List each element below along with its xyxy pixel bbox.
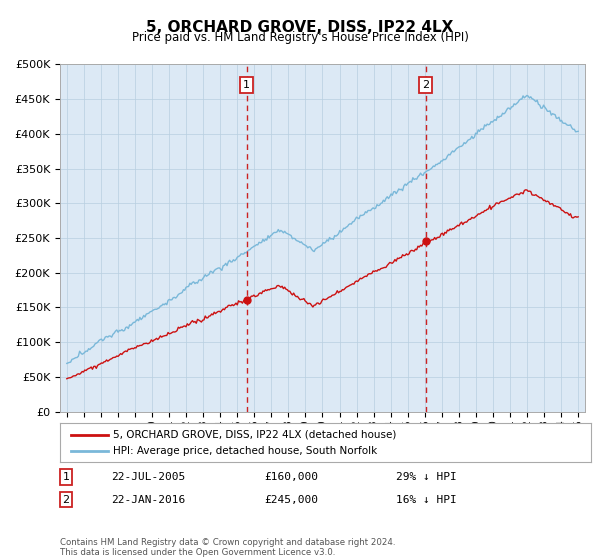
Text: 29% ↓ HPI: 29% ↓ HPI bbox=[396, 472, 457, 482]
Text: 22-JUL-2005: 22-JUL-2005 bbox=[111, 472, 185, 482]
Text: £160,000: £160,000 bbox=[264, 472, 318, 482]
Text: Contains HM Land Registry data © Crown copyright and database right 2024.
This d: Contains HM Land Registry data © Crown c… bbox=[60, 538, 395, 557]
Text: 2: 2 bbox=[422, 80, 429, 90]
Text: 5, ORCHARD GROVE, DISS, IP22 4LX: 5, ORCHARD GROVE, DISS, IP22 4LX bbox=[146, 20, 454, 35]
Text: 2: 2 bbox=[62, 494, 70, 505]
Text: HPI: Average price, detached house, South Norfolk: HPI: Average price, detached house, Sout… bbox=[113, 446, 377, 456]
Text: 5, ORCHARD GROVE, DISS, IP22 4LX (detached house): 5, ORCHARD GROVE, DISS, IP22 4LX (detach… bbox=[113, 430, 397, 440]
Text: 22-JAN-2016: 22-JAN-2016 bbox=[111, 494, 185, 505]
Text: Price paid vs. HM Land Registry's House Price Index (HPI): Price paid vs. HM Land Registry's House … bbox=[131, 31, 469, 44]
Text: 16% ↓ HPI: 16% ↓ HPI bbox=[396, 494, 457, 505]
Text: 1: 1 bbox=[243, 80, 250, 90]
Text: £245,000: £245,000 bbox=[264, 494, 318, 505]
Text: 1: 1 bbox=[62, 472, 70, 482]
